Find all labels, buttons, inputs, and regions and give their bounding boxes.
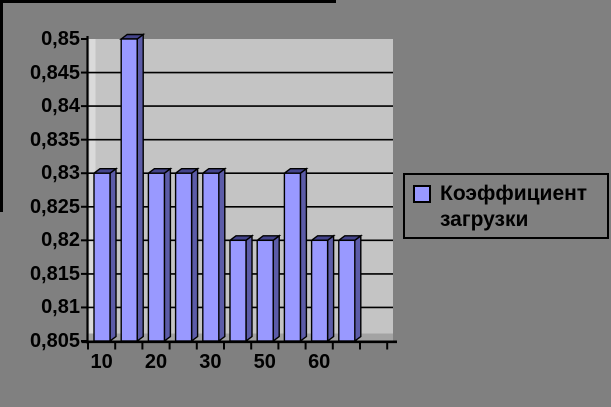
bar[interactable] [91,167,119,343]
bar[interactable] [173,167,200,343]
bar-front [310,239,329,342]
bar-front [202,172,220,342]
bar[interactable] [282,167,309,343]
x-axis-label: 60 [308,351,331,373]
y-axis-label: 0,84 [41,95,80,118]
frame-border-left [0,0,3,212]
x-axis-label: 10 [90,351,113,373]
bar-front [174,172,193,342]
bar[interactable] [119,33,146,343]
bar-side [190,167,199,343]
x-axis-label: 30 [199,351,222,373]
legend-marker-icon [413,185,431,203]
bar-front [283,172,302,342]
bar[interactable] [336,234,363,343]
wall-strip [89,39,96,341]
frame-border-top [0,0,336,3]
bar-front [147,172,166,342]
bar-side [299,167,308,343]
y-axis-label: 0,835 [29,128,80,151]
y-axis-label: 0,805 [29,330,80,352]
bar-side [136,33,144,343]
legend-label: Коэффициент загрузки [440,182,588,231]
x-axis-label: 20 [144,351,168,373]
y-axis-label: 0,81 [41,296,80,319]
bar[interactable] [255,234,282,343]
bar-front [229,239,247,342]
y-axis-label: 0,815 [29,262,80,285]
bar[interactable] [227,234,255,343]
bar-side [272,234,280,343]
y-axis-label: 0,83 [41,162,80,185]
bar-front [120,38,138,342]
bar[interactable] [200,167,227,343]
x-axis-label: 50 [253,351,276,373]
legend[interactable]: Коэффициент загрузки [403,173,609,239]
y-axis-label: 0,82 [41,229,80,252]
y-axis-label: 0,85 [41,28,80,50]
y-axis-label: 0,825 [29,195,80,218]
bar[interactable] [309,234,336,343]
bar-side [109,167,117,343]
bar-front [93,172,111,342]
y-axis-label: 0,845 [29,61,80,84]
bar-front [338,239,356,342]
bar-side [245,234,253,343]
bar-front [256,239,274,342]
bar[interactable] [146,167,173,343]
bar-side [163,167,172,343]
bar-side [326,234,335,343]
bar-side [218,167,226,343]
bar-side [354,234,362,343]
